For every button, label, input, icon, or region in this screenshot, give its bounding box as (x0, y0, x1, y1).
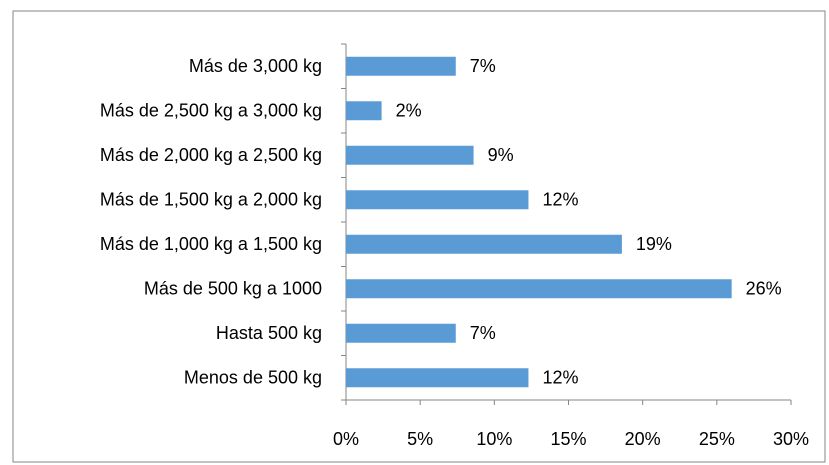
x-tick-label: 10% (476, 429, 512, 449)
x-tick-label: 20% (625, 429, 661, 449)
y-tick-label: Menos de 500 kg (184, 368, 322, 388)
bar (346, 323, 456, 343)
data-label: 7% (470, 323, 496, 343)
data-label: 7% (470, 56, 496, 76)
data-label: 2% (396, 101, 422, 121)
data-label: 9% (488, 145, 514, 165)
bar (346, 279, 732, 299)
y-tick-label: Más de 2,000 kg a 2,500 kg (100, 145, 322, 165)
bar (346, 101, 382, 121)
y-tick-label: Hasta 500 kg (216, 323, 322, 343)
y-tick-label: Más de 1,500 kg a 2,000 kg (100, 190, 322, 210)
x-tick-label: 0% (333, 429, 359, 449)
bar (346, 190, 529, 210)
bar (346, 234, 622, 254)
y-tick-label: Más de 3,000 kg (189, 56, 322, 76)
bar (346, 368, 529, 388)
y-tick-label: Más de 500 kg a 1000 (144, 279, 322, 299)
x-tick-label: 5% (407, 429, 433, 449)
data-label: 12% (542, 190, 578, 210)
data-label: 19% (636, 234, 672, 254)
y-tick-label: Más de 1,000 kg a 1,500 kg (100, 234, 322, 254)
x-tick-label: 30% (773, 429, 809, 449)
x-tick-label: 25% (699, 429, 735, 449)
bar (346, 56, 456, 76)
data-label: 12% (542, 368, 578, 388)
x-tick-label: 15% (550, 429, 586, 449)
data-label: 26% (746, 279, 782, 299)
y-tick-label: Más de 2,500 kg a 3,000 kg (100, 101, 322, 121)
bar (346, 145, 474, 165)
